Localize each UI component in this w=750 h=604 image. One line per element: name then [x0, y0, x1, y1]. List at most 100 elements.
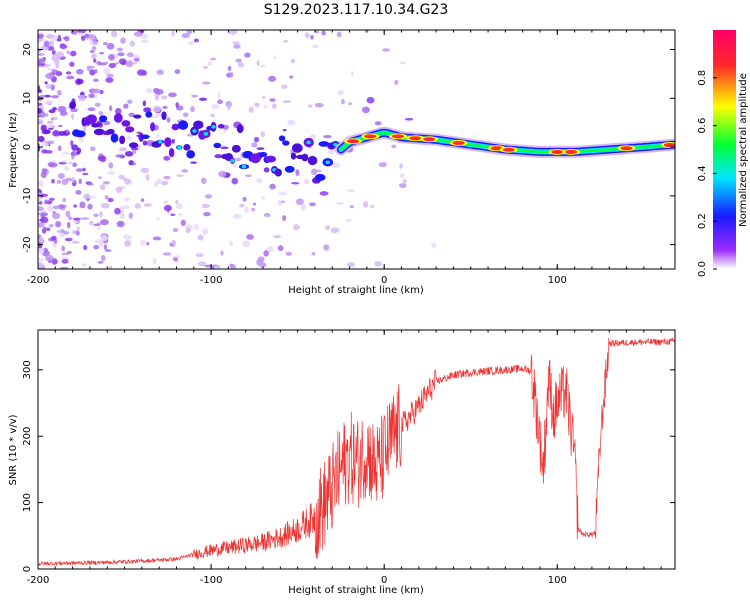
y-tick-label: 20: [22, 43, 33, 56]
spectrogram-blob: [77, 137, 85, 143]
spectrogram-blob: [198, 97, 208, 101]
spectrogram-blob: [54, 129, 58, 137]
spectrogram-blob: [323, 134, 332, 139]
spectrogram-blob: [287, 119, 296, 126]
spectrogram-blob: [308, 104, 313, 108]
spectrogram-blob: [191, 94, 199, 98]
spectrogram-blob: [283, 39, 289, 43]
spectrogram-blob: [38, 258, 44, 262]
spectrogram-blob: [232, 41, 240, 45]
spectrogram-blob: [289, 75, 293, 79]
spectrogram-blob: [120, 37, 126, 44]
spectrogram-blob: [106, 128, 115, 135]
spectrogram-blob: [291, 143, 303, 153]
spectrogram-blob: [220, 146, 229, 150]
spectrogram-blob: [110, 30, 118, 38]
spectrogram-blob: [103, 244, 108, 251]
spectrogram-blob: [174, 69, 181, 75]
spectrogram-blob: [55, 51, 65, 58]
spectrogram-blob: [97, 155, 105, 162]
spectrogram-blob: [150, 122, 156, 132]
spectrogram-blob: [41, 168, 48, 173]
spectrogram-blob: [282, 128, 287, 132]
spectrogram-blob: [59, 231, 65, 239]
y-tick-label: -10: [22, 188, 33, 204]
spectrogram-blob: [38, 222, 45, 228]
spectrogram-blob: [80, 217, 90, 220]
spectrogram-blob: [71, 144, 79, 151]
spectrogram-blob: [171, 123, 180, 131]
spectrogram-blob: [117, 52, 125, 57]
spectrogram-blob: [69, 61, 75, 67]
spectrogram-blob: [254, 102, 260, 108]
spectrogram-blob: [235, 157, 242, 162]
spectrogram-blob: [378, 162, 387, 168]
spectral-hotspot-core: [663, 143, 675, 148]
spectrogram-blob: [162, 105, 168, 110]
spectrogram-blob: [58, 161, 67, 165]
spectral-hotspot-core: [423, 137, 436, 142]
spectrogram-blob: [38, 262, 44, 267]
spectrogram-blob: [233, 43, 241, 49]
spectrogram-blob: [57, 145, 62, 152]
spectrogram-blob: [45, 33, 54, 39]
spectrogram-blob: [398, 183, 407, 188]
figure-title: S129.2023.117.10.34.G23: [264, 2, 449, 18]
spectrogram-blob: [140, 239, 146, 246]
spectrogram-blob: [51, 69, 59, 73]
spectrogram-blob: [337, 89, 344, 96]
spectrogram-blob: [42, 226, 47, 230]
spectrogram-blob: [256, 259, 263, 266]
spectrogram-blob: [86, 182, 94, 186]
spectrogram-blob: [183, 144, 191, 151]
colorbar-tick-label: 0.0: [697, 261, 708, 277]
spectrogram-blob: [237, 62, 245, 68]
spectrogram-blob: [87, 203, 93, 210]
spectrogram-blob: [54, 59, 60, 66]
spectrogram-blob: [89, 39, 94, 45]
spectrogram-blob: [263, 212, 271, 218]
spectrogram-blob: [89, 69, 96, 76]
spectrogram-blob: [41, 228, 47, 234]
spectrogram-blob: [231, 144, 241, 153]
spectrogram-blob: [213, 142, 222, 149]
spectral-hotspot-core: [502, 147, 515, 152]
spectrogram-blob: [118, 58, 127, 65]
spectrogram-blob: [91, 123, 100, 128]
spectral-hotspot-core: [392, 134, 405, 139]
spectrogram-blob: [282, 140, 290, 146]
spectrogram-blob: [129, 40, 135, 47]
spectrogram-blob: [195, 253, 204, 258]
spectrogram-blob: [374, 261, 382, 267]
colorbar-label: Normalized spectral amplitude: [738, 73, 749, 227]
spectrogram-blob: [109, 105, 113, 112]
spectrogram-blob: [65, 210, 71, 218]
spectrogram-blob: [100, 219, 109, 226]
spectrogram-blob: [328, 148, 336, 155]
spectrogram-blob: [55, 64, 60, 69]
spectrogram-blob: [263, 167, 270, 173]
spectrogram-blob: [93, 58, 97, 63]
spectrogram-blob: [404, 117, 414, 121]
x-tick-label: 0: [381, 275, 387, 286]
spectrogram-blob: [119, 206, 124, 211]
spectrogram-blob: [106, 73, 114, 78]
spectrogram-blob: [41, 142, 50, 147]
spectrogram-blob: [82, 172, 89, 176]
spectrogram-blob: [217, 99, 223, 105]
snr-y-label: SNR (10 * v/v): [8, 414, 19, 485]
spectrogram-blob: [97, 226, 101, 230]
spectrogram-blob: [269, 98, 276, 102]
spectrogram-blob: [134, 203, 141, 209]
spectrogram-blob: [124, 240, 132, 247]
spectrogram-blob: [83, 244, 88, 251]
spectrogram-blob: [82, 125, 87, 132]
spectrogram-blob: [70, 108, 78, 113]
spectrogram-blob: [260, 131, 266, 138]
spectrogram-peak: [230, 158, 235, 163]
spectrogram-blob: [38, 118, 44, 125]
spectrogram-blob: [210, 57, 217, 61]
spectrogram-blob: [55, 70, 63, 77]
spectrogram-blob: [93, 213, 99, 218]
spectral-hotspot-core: [551, 149, 564, 154]
